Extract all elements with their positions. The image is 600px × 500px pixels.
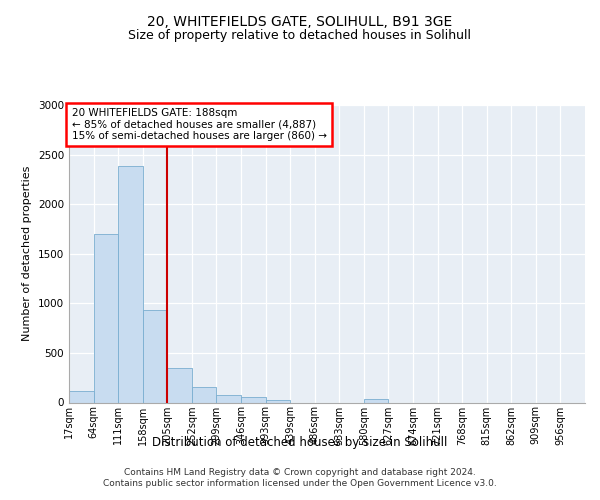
Text: Size of property relative to detached houses in Solihull: Size of property relative to detached ho…: [128, 28, 472, 42]
Y-axis label: Number of detached properties: Number of detached properties: [22, 166, 32, 342]
Bar: [192, 387, 217, 402]
Bar: [364, 398, 388, 402]
Text: 20, WHITEFIELDS GATE, SOLIHULL, B91 3GE: 20, WHITEFIELDS GATE, SOLIHULL, B91 3GE: [148, 16, 452, 30]
Bar: [94, 234, 118, 402]
Bar: [69, 390, 94, 402]
Text: Contains public sector information licensed under the Open Government Licence v3: Contains public sector information licen…: [103, 480, 497, 488]
Text: Distribution of detached houses by size in Solihull: Distribution of detached houses by size …: [152, 436, 448, 449]
Text: 20 WHITEFIELDS GATE: 188sqm
← 85% of detached houses are smaller (4,887)
15% of : 20 WHITEFIELDS GATE: 188sqm ← 85% of det…: [71, 108, 326, 141]
Bar: [266, 400, 290, 402]
Bar: [143, 310, 167, 402]
Text: Contains HM Land Registry data © Crown copyright and database right 2024.: Contains HM Land Registry data © Crown c…: [124, 468, 476, 477]
Bar: [241, 397, 266, 402]
Bar: [167, 368, 192, 402]
Bar: [118, 166, 143, 402]
Bar: [217, 394, 241, 402]
